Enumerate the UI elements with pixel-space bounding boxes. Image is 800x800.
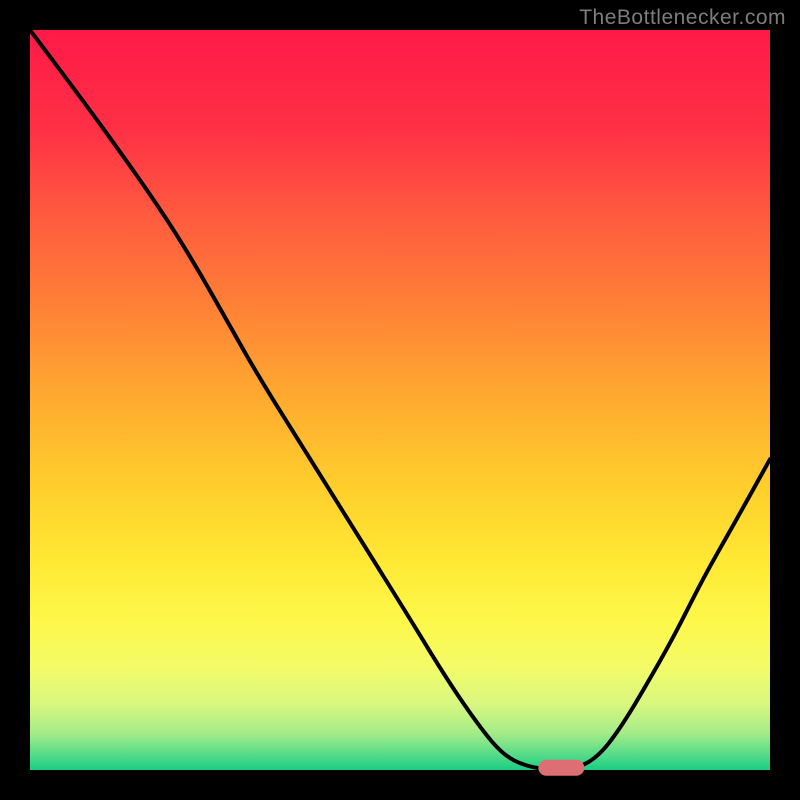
watermark-text: TheBottlenecker.com xyxy=(579,6,786,30)
chart-svg xyxy=(0,0,800,800)
chart-frame xyxy=(0,0,800,800)
optimal-point-marker xyxy=(538,760,584,776)
